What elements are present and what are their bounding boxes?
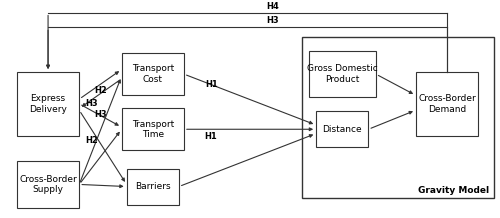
Text: Transport
Cost: Transport Cost	[132, 64, 174, 84]
Text: H1: H1	[204, 133, 216, 141]
FancyBboxPatch shape	[126, 169, 179, 204]
FancyBboxPatch shape	[122, 53, 184, 95]
FancyBboxPatch shape	[122, 108, 184, 150]
Text: Gross Domestic
Product: Gross Domestic Product	[307, 64, 378, 84]
FancyBboxPatch shape	[316, 111, 368, 147]
Text: H3: H3	[266, 16, 279, 25]
Text: Transport
Time: Transport Time	[132, 119, 174, 139]
Text: H2: H2	[86, 136, 98, 145]
Text: H4: H4	[266, 2, 279, 11]
Text: H3: H3	[94, 109, 106, 119]
Text: Cross-Border
Supply: Cross-Border Supply	[19, 175, 77, 194]
Text: Express
Delivery: Express Delivery	[29, 94, 67, 114]
FancyBboxPatch shape	[17, 72, 79, 136]
Text: H3: H3	[86, 99, 98, 108]
Text: Barriers: Barriers	[135, 182, 170, 191]
FancyBboxPatch shape	[302, 37, 494, 198]
FancyBboxPatch shape	[416, 72, 478, 136]
Text: Gravity Model: Gravity Model	[418, 186, 490, 195]
FancyBboxPatch shape	[17, 161, 79, 208]
FancyBboxPatch shape	[308, 51, 376, 97]
Text: H1: H1	[205, 80, 218, 89]
Text: Distance: Distance	[322, 125, 362, 134]
Text: H2: H2	[94, 86, 107, 95]
Text: Cross-Border
Demand: Cross-Border Demand	[418, 94, 476, 114]
